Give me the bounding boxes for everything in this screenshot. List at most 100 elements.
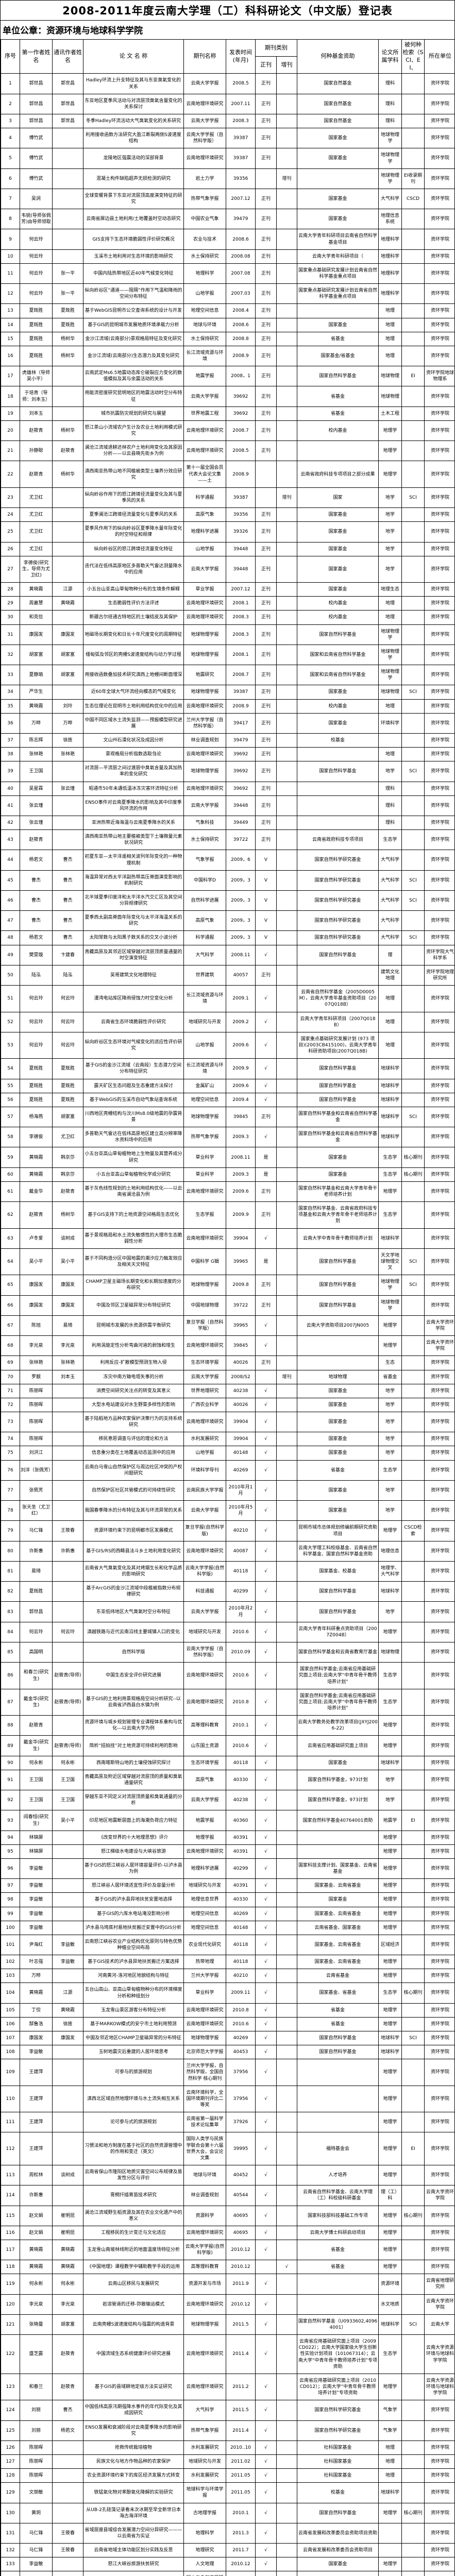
cell-unit: 资环学院 xyxy=(424,1662,455,1689)
cell-subject: 地理学 xyxy=(378,1735,402,1756)
cell-unit: 资环学院 xyxy=(424,747,455,762)
table-row: 57 杨海燕 胡家富 川西地区壳幔结构与汶川Ms8.0级地震的孕震背景 地球物理学报 39… xyxy=(1,1106,455,1128)
cell-unit: 资环学院 xyxy=(424,2522,455,2544)
cell-seq: 3 xyxy=(1,113,20,129)
cell-corresponding-author: 何永彬 xyxy=(52,1755,83,1770)
cell-supplement-issue xyxy=(276,1411,297,1433)
cell-corresponding-author: 郭世昌 xyxy=(52,93,83,114)
cell-journal: 云南地理环境研究 xyxy=(183,2225,226,2240)
cell-first-author: 和春兰(研究生) xyxy=(20,1662,53,1689)
cell-fund: 国家基金、云南省基金 xyxy=(297,1906,379,1921)
cell-corresponding-author xyxy=(52,2468,83,2483)
cell-first-author: 曹杰 xyxy=(20,910,53,931)
cell-publish-date: 40695 xyxy=(226,2225,256,2240)
cell-supplement-issue xyxy=(276,1460,297,1481)
cell-paper-title: 怒江峡谷人居环境适宜性评价及容量分析 xyxy=(83,1878,184,1893)
cell-supplement-issue xyxy=(276,2164,297,2186)
cell-subject: 地学 xyxy=(378,555,402,583)
cell-seq: 6 xyxy=(1,168,20,189)
cell-paper-title: 基于MARKOW模式的安宁市土地利用预测 xyxy=(83,2016,184,2031)
cell-publish-date: 2011.4 xyxy=(226,2420,256,2441)
cell-subject: 地球科学 xyxy=(378,2045,402,2060)
cell-fund: 云南省发展和改革委员会资助项目资助 xyxy=(297,2522,379,2544)
cell-unit: 资环学院 xyxy=(424,1892,455,1907)
cell-publish-date: 2008.1 xyxy=(226,596,256,611)
cell-fund: 国家自然科学基金 xyxy=(297,366,379,387)
cell-first-author: 何云玲 xyxy=(20,1011,53,1032)
cell-seq: 124 xyxy=(1,2400,20,2421)
cell-corresponding-author: 康国发 xyxy=(52,1295,83,1316)
cell-subject: 生态学 xyxy=(378,829,402,851)
cell-subject: 地理信息 xyxy=(378,1540,402,1562)
cell-publish-date: 40269 xyxy=(226,1906,256,1921)
cell-publish-date: 2010.12 xyxy=(226,2239,256,2261)
cell-unit: 云南省地理研究所 xyxy=(424,2274,455,2295)
cell-journal: 中国科学 G辑 xyxy=(183,1248,226,1276)
cell-unit: 资环学院 xyxy=(424,795,455,816)
cell-publish-date: 39692 xyxy=(226,781,256,796)
col-header-regular-issue: 正刊 xyxy=(255,56,277,74)
cell-seq: 26 xyxy=(1,541,20,556)
cell-regular-issue: √ xyxy=(255,1920,277,1935)
cell-seq: 62 xyxy=(1,1201,20,1229)
table-row: 94 林锦屏 《改变世界的十大地理思想》评介 地理学报 40391 √ 地理学 资环学院 xyxy=(1,1830,455,1845)
cell-unit: 资环学院 xyxy=(424,128,455,149)
cell-regular-issue: √ xyxy=(255,2003,277,2018)
cell-corresponding-author xyxy=(52,1581,83,1602)
cell-seq: 8 xyxy=(1,209,20,230)
table-row: 68 李光泉 李光泉 利用涡旋定性分析弯曲河道的剥蚀和增生 云南地理环境研究 39845 √… xyxy=(1,1335,455,1357)
cell-journal: 热带气象学报 xyxy=(183,1127,226,1148)
cell-seq: 41 xyxy=(1,795,20,816)
cell-seq: 86 xyxy=(1,1662,20,1689)
cell-seq: 29 xyxy=(1,596,20,611)
papers-table-body: 1 郭世昌 郭世昌 Hadley环流上升支特征及其与东亚臭氧变化的关系 云南大学学报 20… xyxy=(1,73,455,2576)
cell-seq: 65 xyxy=(1,1275,20,1296)
cell-subject: 大气科学 xyxy=(378,850,402,871)
cell-unit: 资环学院 xyxy=(424,1769,455,1791)
cell-regular-issue: 正刊 xyxy=(255,610,277,625)
cell-paper-title: 五台山高山、亚高山草甸植物种分布的环境梯度分析和种组划分 xyxy=(83,1982,184,2004)
cell-journal: 世界建筑 xyxy=(183,964,226,986)
cell-unit: 资环学院 xyxy=(424,1127,455,1148)
cell-supplement-issue xyxy=(276,1031,297,1059)
cell-subject: 地理学 xyxy=(378,2112,402,2133)
cell-supplement-issue xyxy=(276,128,297,149)
cell-journal: 云南大学学报（自然科学版） xyxy=(183,1642,226,1663)
cell-indexed-by xyxy=(401,541,425,556)
cell-publish-date: 2010.09 xyxy=(226,1642,256,1663)
cell-subject: 省基金 xyxy=(378,1369,402,1384)
cell-corresponding-author: 赵筱青(导师) xyxy=(52,1688,83,1716)
cell-indexed-by xyxy=(401,2016,425,2031)
cell-journal: 云南地理环境研究 xyxy=(183,596,226,611)
cell-supplement-issue xyxy=(276,1480,297,1501)
cell-corresponding-author: 易琦 xyxy=(52,1315,83,1336)
cell-seq: 100 xyxy=(1,1920,20,1935)
cell-paper-title: 基于陆稻地方品种农家保护决策行为的支持系统研究 xyxy=(83,1411,184,1433)
cell-journal: 生态环境学报 xyxy=(183,1755,226,1770)
cell-corresponding-author xyxy=(52,507,83,522)
cell-unit: 资环学院 xyxy=(424,2030,455,2046)
table-row: 93 阎春恒(研究生) 吴小平 印尼地区地震断层面上的海潮负荷应力特征 地震学报 4036… xyxy=(1,1810,455,1831)
cell-publish-date: 40148 xyxy=(226,1920,256,1935)
cell-unit: 资环学院 xyxy=(424,2003,455,2018)
cell-indexed-by xyxy=(401,2294,425,2315)
cell-unit: 资环学院 xyxy=(424,624,455,645)
cell-journal: 热带气象学报 xyxy=(183,188,226,210)
cell-supplement-issue xyxy=(276,1127,297,1148)
cell-regular-issue: √ xyxy=(255,2454,277,2469)
cell-corresponding-author: 刘本玉 xyxy=(52,1369,83,1384)
cell-publish-date: 2009.8 xyxy=(226,1275,256,1296)
cell-indexed-by xyxy=(401,733,425,748)
cell-fund: 国家自然科学基金 xyxy=(297,1601,379,1622)
cell-supplement-issue xyxy=(276,815,297,831)
cell-indexed-by xyxy=(401,1581,425,1602)
cell-subject: 地学 xyxy=(378,487,402,509)
cell-indexed-by xyxy=(401,2260,425,2275)
cell-fund xyxy=(297,303,379,318)
cell-journal: 云南地理环境研究 xyxy=(183,1181,226,1202)
cell-indexed-by xyxy=(401,2334,425,2374)
cell-first-author: 张林艳 xyxy=(20,747,53,762)
cell-paper-title: 初夏东亚—太平洋遥相关波列年际变化的一种物理机制 xyxy=(83,850,184,871)
cell-supplement-issue xyxy=(276,1920,297,1935)
cell-corresponding-author xyxy=(52,815,83,831)
